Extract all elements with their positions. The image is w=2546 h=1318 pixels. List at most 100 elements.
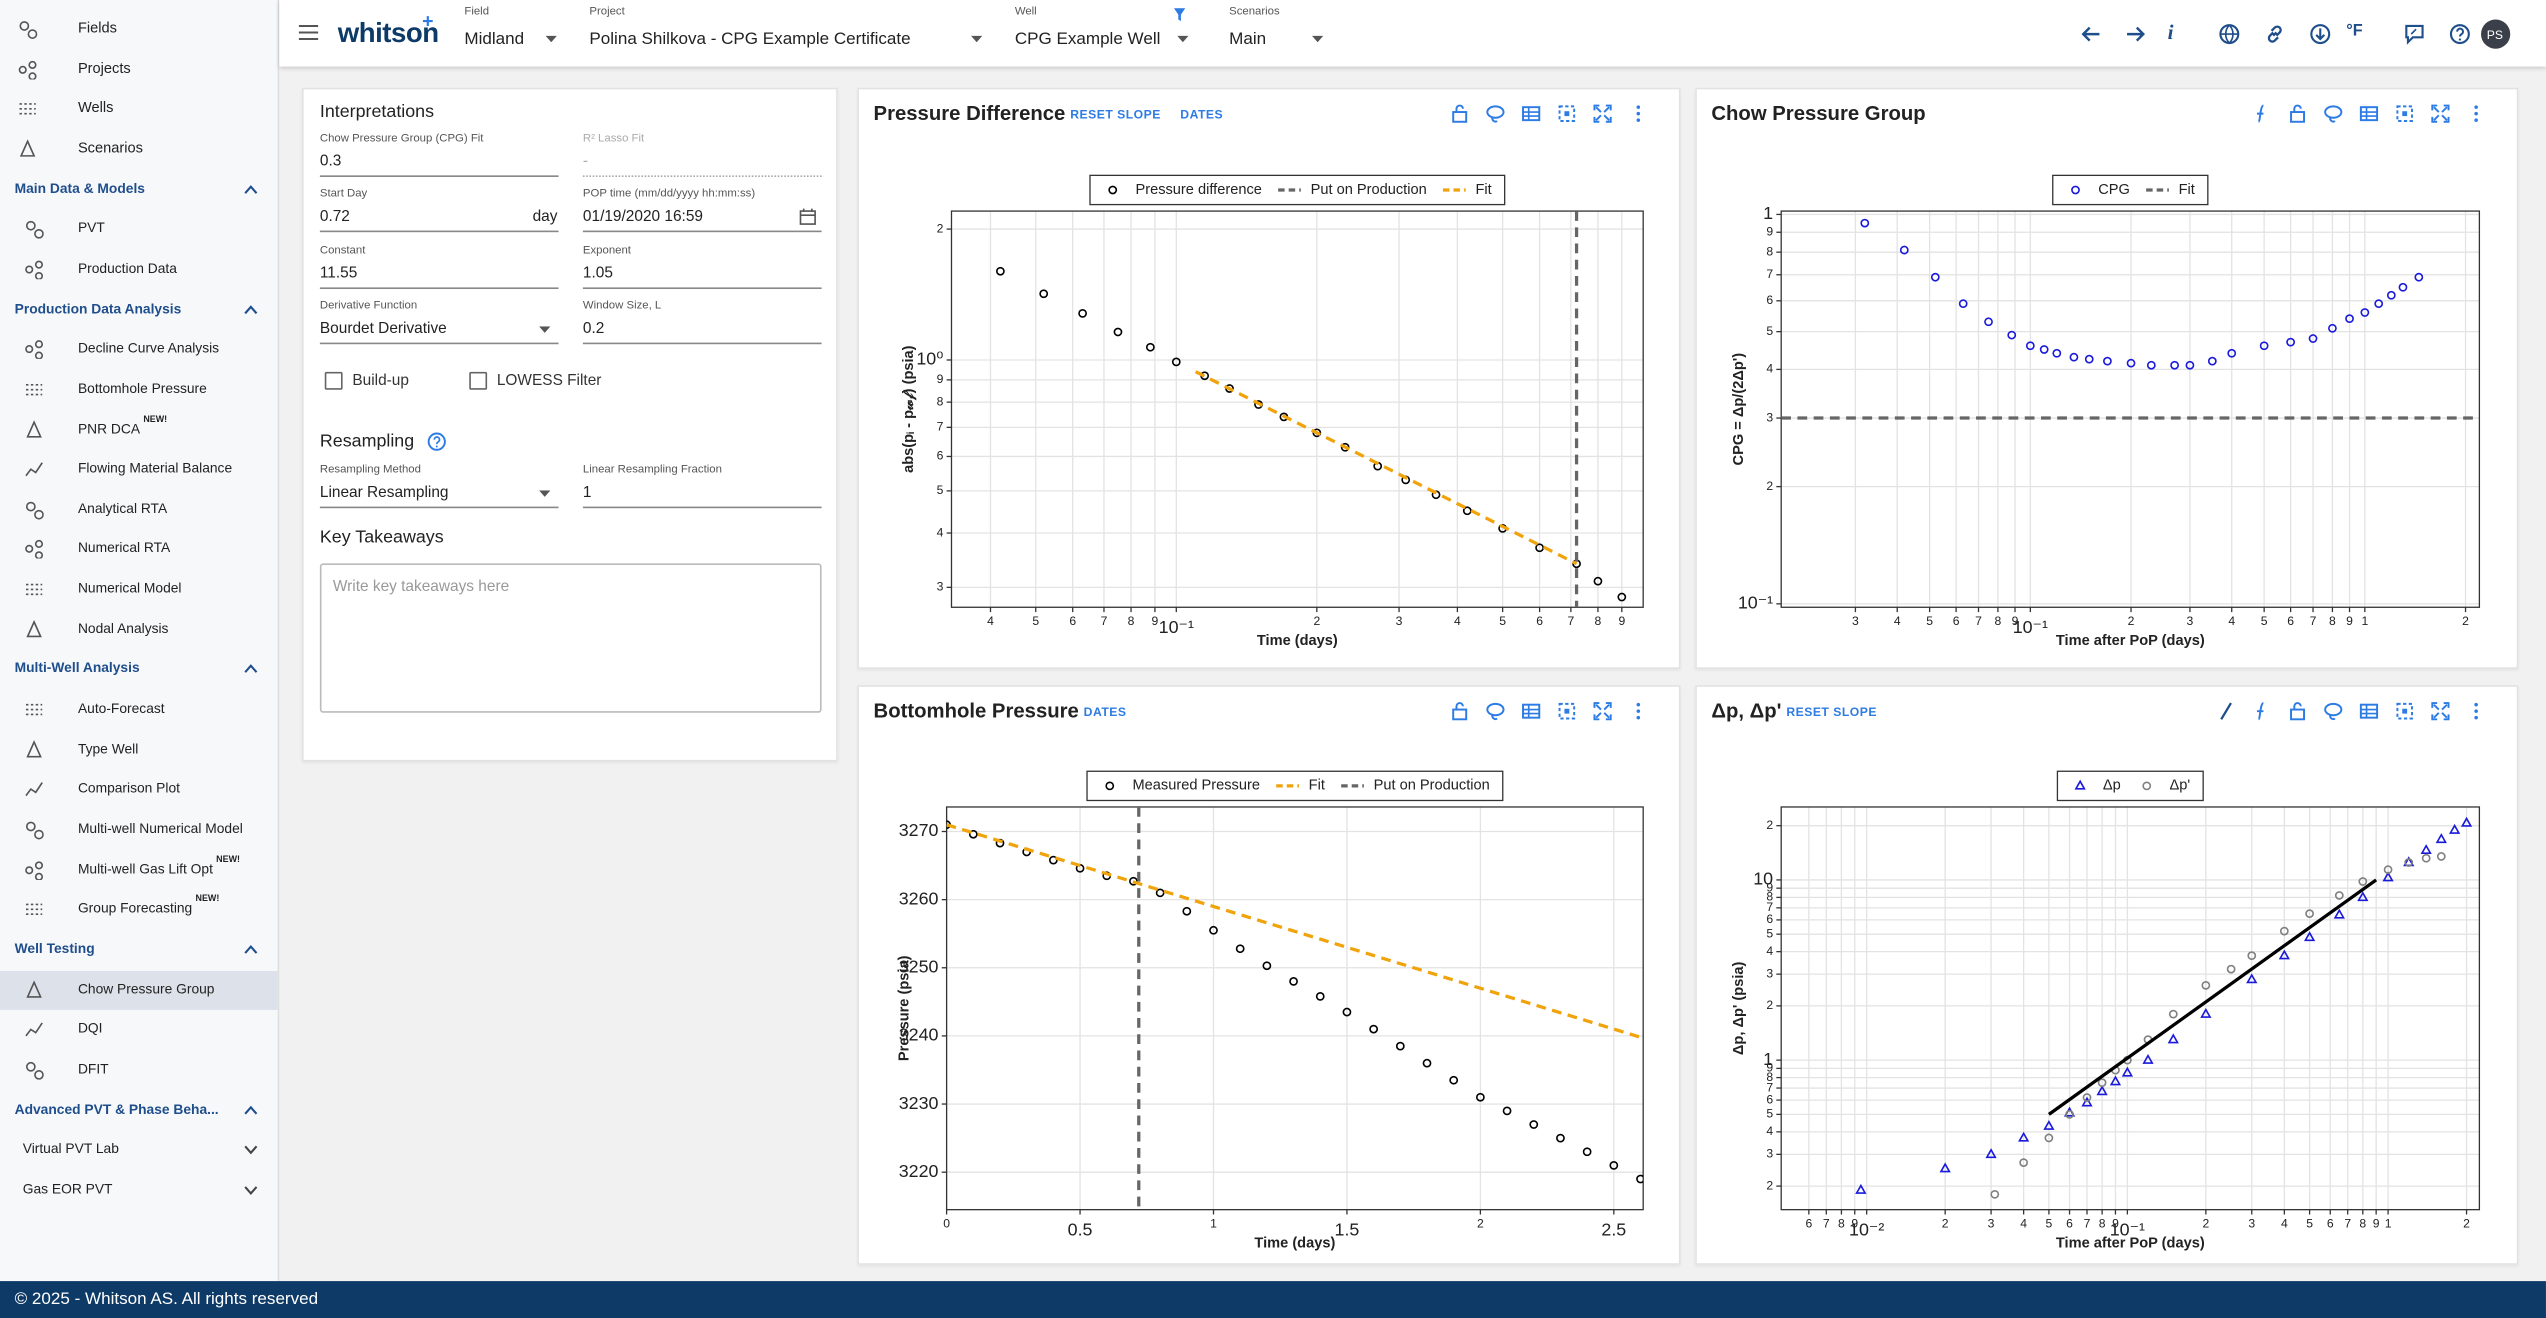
nav-item[interactable]: Wells bbox=[77, 99, 114, 116]
dropdown-caret[interactable] bbox=[1177, 35, 1189, 43]
nav-item[interactable]: Group Forecasting bbox=[77, 900, 193, 917]
field-value[interactable]: 1 bbox=[582, 483, 592, 502]
chart-tool-button[interactable] bbox=[2359, 701, 2379, 720]
expand-icon[interactable] bbox=[244, 1145, 259, 1156]
field-value[interactable]: 0.2 bbox=[582, 319, 605, 338]
nav-item[interactable]: DFIT bbox=[77, 1060, 109, 1077]
field-value[interactable]: 01/19/2020 16:59 bbox=[582, 208, 704, 227]
nav-item[interactable]: Type Well bbox=[77, 739, 139, 757]
chart-tool-button[interactable] bbox=[2466, 104, 2485, 123]
nav-item[interactable]: PNR DCA bbox=[77, 419, 141, 436]
collapse-icon[interactable] bbox=[244, 1103, 259, 1114]
info-button[interactable]: i bbox=[2167, 19, 2174, 44]
takeaways-input[interactable]: Write key takeaways here bbox=[319, 563, 822, 713]
chart-tool-button[interactable] bbox=[2395, 104, 2414, 123]
chart-tool-button[interactable] bbox=[2216, 701, 2235, 720]
chart-tool-button[interactable] bbox=[1521, 104, 1541, 123]
nav-section-title[interactable]: Multi-Well Analysis bbox=[14, 659, 140, 677]
chart-button[interactable]: DATES bbox=[1180, 107, 1224, 122]
chart-tool-button[interactable] bbox=[1557, 104, 1576, 123]
nav-item[interactable]: Numerical RTA bbox=[77, 539, 171, 557]
chart-tool-button[interactable] bbox=[1486, 104, 1505, 123]
field-value[interactable]: 1.05 bbox=[582, 264, 613, 282]
field-value[interactable]: 11.55 bbox=[319, 264, 358, 282]
unit-button[interactable]: °F bbox=[2346, 22, 2363, 41]
chart-tool-button[interactable] bbox=[1629, 701, 1648, 720]
chart-tool-button[interactable] bbox=[1593, 104, 1612, 123]
nav-item[interactable]: Scenarios bbox=[77, 139, 143, 156]
chart-tool-button[interactable] bbox=[2324, 104, 2343, 123]
collapse-icon[interactable] bbox=[244, 943, 259, 954]
toolbar-button[interactable] bbox=[2449, 23, 2472, 46]
filter-icon[interactable] bbox=[1173, 8, 1186, 22]
dropdown-caret[interactable] bbox=[539, 326, 551, 333]
selector-value[interactable]: Polina Shilkova - CPG Example Certificat… bbox=[589, 29, 911, 49]
nav-group[interactable]: Gas EOR PVT bbox=[22, 1180, 113, 1197]
nav-item[interactable]: Multi-well Gas Lift Opt bbox=[77, 859, 213, 877]
chart-tool-button[interactable] bbox=[1629, 104, 1648, 123]
field-value[interactable]: Bourdet Derivative bbox=[319, 319, 447, 338]
dropdown-caret[interactable] bbox=[539, 490, 551, 497]
nav-section-title[interactable]: Main Data & Models bbox=[14, 179, 145, 196]
toolbar-button[interactable] bbox=[2218, 23, 2241, 46]
chart-tool-button[interactable] bbox=[2431, 701, 2450, 721]
chart-button[interactable]: RESET SLOPE bbox=[1786, 704, 1877, 720]
chart-tool-button[interactable] bbox=[2288, 104, 2307, 123]
selector-value[interactable]: Main bbox=[1229, 29, 1267, 49]
nav-item[interactable]: PVT bbox=[77, 219, 105, 236]
field-value[interactable]: 0.72 bbox=[319, 208, 350, 227]
collapse-icon[interactable] bbox=[244, 303, 259, 314]
nav-section-title[interactable]: Well Testing bbox=[14, 940, 95, 957]
dropdown-caret[interactable] bbox=[545, 35, 557, 43]
chart-tool-button[interactable] bbox=[2359, 104, 2379, 123]
toolbar-button[interactable] bbox=[2403, 23, 2426, 46]
calendar-button[interactable] bbox=[799, 208, 817, 226]
chart-tool-button[interactable] bbox=[1521, 701, 1541, 720]
selector-value[interactable]: Midland bbox=[464, 29, 525, 49]
nav-item[interactable]: Decline Curve Analysis bbox=[77, 339, 220, 356]
chart-tool-button[interactable] bbox=[2431, 104, 2450, 123]
field-value[interactable]: 0.3 bbox=[319, 152, 342, 171]
chart-tool-button[interactable] bbox=[2324, 701, 2343, 721]
nav-item[interactable]: Numerical Model bbox=[77, 579, 182, 597]
dropdown-caret[interactable] bbox=[1311, 35, 1324, 43]
nav-item[interactable]: Multi-well Numerical Model bbox=[77, 819, 243, 837]
chart-tool-button[interactable] bbox=[2395, 701, 2414, 720]
chart-tool-button[interactable] bbox=[1593, 701, 1612, 721]
toolbar-button[interactable] bbox=[2080, 23, 2103, 46]
avatar[interactable]: PS bbox=[2481, 19, 2511, 49]
selector-value[interactable]: CPG Example Well bbox=[1014, 29, 1161, 49]
menu-button[interactable] bbox=[298, 24, 319, 40]
nav-item[interactable]: Analytical RTA bbox=[77, 499, 168, 517]
chart-tool-button[interactable] bbox=[2252, 104, 2271, 123]
nav-section-title[interactable]: Advanced PVT & Phase Beha... bbox=[14, 1100, 219, 1117]
nav-item[interactable]: Projects bbox=[77, 59, 131, 76]
help-button[interactable] bbox=[427, 432, 446, 451]
nav-group[interactable]: Virtual PVT Lab bbox=[22, 1140, 119, 1157]
nav-item[interactable]: Comparison Plot bbox=[77, 779, 180, 797]
chart-tool-button[interactable] bbox=[2288, 701, 2307, 721]
nav-item[interactable]: Production Data bbox=[77, 259, 177, 276]
chart-tool-button[interactable] bbox=[1557, 701, 1576, 720]
nav-item[interactable]: Flowing Material Balance bbox=[77, 459, 233, 476]
toolbar-button[interactable] bbox=[2309, 23, 2332, 46]
collapse-icon[interactable] bbox=[244, 663, 259, 674]
chart-tool-button[interactable] bbox=[2466, 701, 2485, 720]
nav-section-title[interactable]: Production Data Analysis bbox=[14, 299, 182, 316]
toolbar-button[interactable] bbox=[2263, 23, 2286, 46]
checkbox[interactable] bbox=[469, 371, 488, 390]
dropdown-caret[interactable] bbox=[970, 35, 983, 43]
chart-tool-button[interactable] bbox=[1450, 104, 1469, 123]
collapse-icon[interactable] bbox=[244, 183, 259, 194]
chart-tool-button[interactable] bbox=[1486, 701, 1505, 721]
nav-item[interactable]: Bottomhole Pressure bbox=[77, 379, 207, 396]
toolbar-button[interactable] bbox=[2124, 23, 2147, 46]
nav-item[interactable]: Fields bbox=[77, 19, 117, 36]
chart-button[interactable]: RESET SLOPE bbox=[1070, 107, 1161, 122]
field-value[interactable]: Linear Resampling bbox=[319, 483, 449, 502]
nav-item[interactable]: Auto-Forecast bbox=[77, 699, 165, 717]
chart-button[interactable]: DATES bbox=[1083, 704, 1127, 720]
chart-tool-button[interactable] bbox=[2252, 701, 2271, 721]
nav-item[interactable]: Chow Pressure Group bbox=[77, 980, 215, 997]
chart-tool-button[interactable] bbox=[1450, 701, 1469, 721]
